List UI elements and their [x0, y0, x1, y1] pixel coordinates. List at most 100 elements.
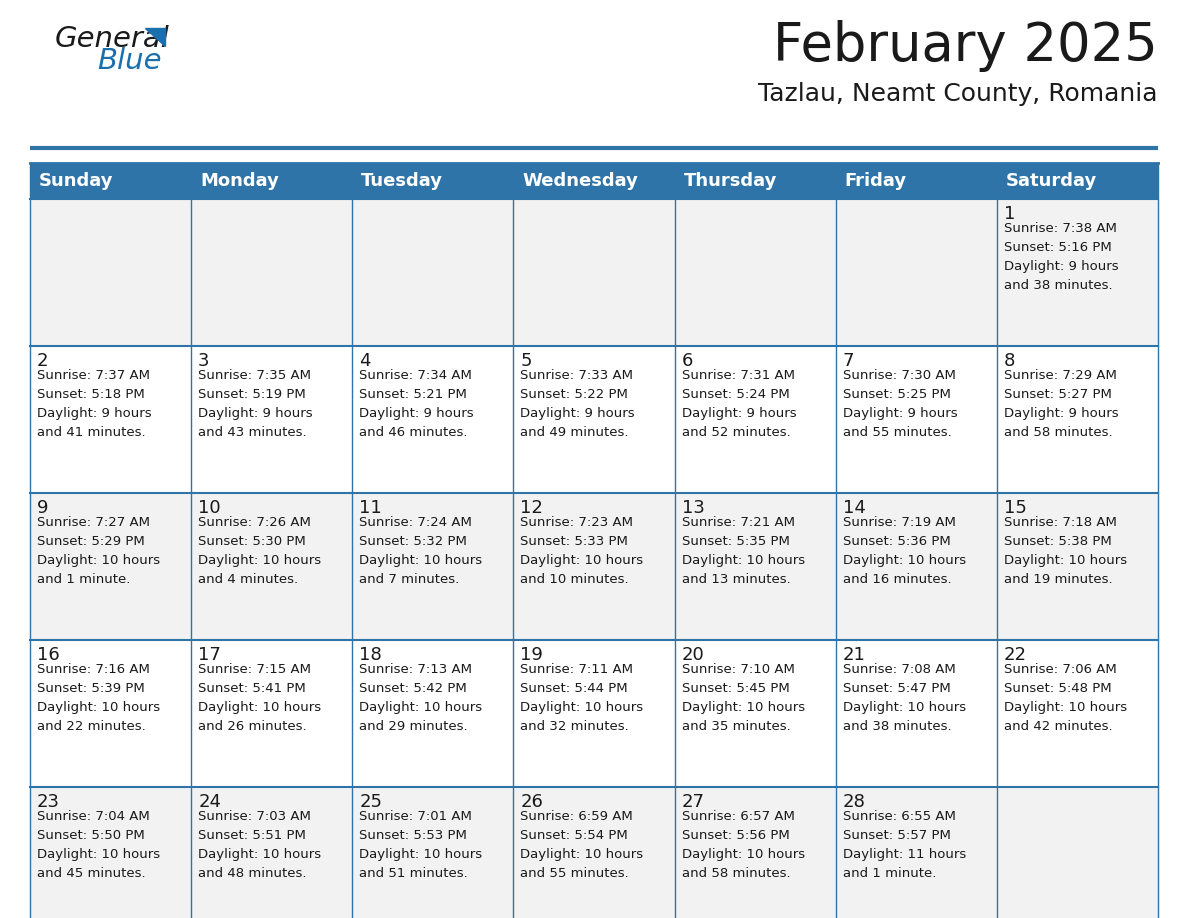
Bar — [353, 787, 513, 918]
Bar — [997, 787, 1158, 918]
Bar — [353, 346, 513, 493]
Bar — [191, 493, 353, 640]
Text: 13: 13 — [682, 499, 704, 517]
Bar — [835, 493, 997, 640]
Text: Sunrise: 7:24 AM
Sunset: 5:32 PM
Daylight: 10 hours
and 7 minutes.: Sunrise: 7:24 AM Sunset: 5:32 PM Dayligh… — [359, 516, 482, 586]
Text: Sunrise: 7:15 AM
Sunset: 5:41 PM
Daylight: 10 hours
and 26 minutes.: Sunrise: 7:15 AM Sunset: 5:41 PM Dayligh… — [198, 663, 321, 733]
Text: Sunrise: 6:59 AM
Sunset: 5:54 PM
Daylight: 10 hours
and 55 minutes.: Sunrise: 6:59 AM Sunset: 5:54 PM Dayligh… — [520, 810, 644, 880]
Bar — [30, 787, 191, 918]
Text: Sunrise: 7:04 AM
Sunset: 5:50 PM
Daylight: 10 hours
and 45 minutes.: Sunrise: 7:04 AM Sunset: 5:50 PM Dayligh… — [37, 810, 160, 880]
Text: 25: 25 — [359, 793, 383, 811]
Text: 11: 11 — [359, 499, 383, 517]
Text: 28: 28 — [842, 793, 866, 811]
Text: 6: 6 — [682, 352, 693, 370]
Bar — [513, 199, 675, 346]
Text: 18: 18 — [359, 646, 383, 664]
Text: 10: 10 — [198, 499, 221, 517]
Text: Sunrise: 7:19 AM
Sunset: 5:36 PM
Daylight: 10 hours
and 16 minutes.: Sunrise: 7:19 AM Sunset: 5:36 PM Dayligh… — [842, 516, 966, 586]
Text: Thursday: Thursday — [683, 172, 777, 190]
Text: Sunrise: 7:13 AM
Sunset: 5:42 PM
Daylight: 10 hours
and 29 minutes.: Sunrise: 7:13 AM Sunset: 5:42 PM Dayligh… — [359, 663, 482, 733]
Text: 22: 22 — [1004, 646, 1026, 664]
Text: 26: 26 — [520, 793, 543, 811]
Text: Sunrise: 7:26 AM
Sunset: 5:30 PM
Daylight: 10 hours
and 4 minutes.: Sunrise: 7:26 AM Sunset: 5:30 PM Dayligh… — [198, 516, 321, 586]
Text: Sunrise: 7:29 AM
Sunset: 5:27 PM
Daylight: 9 hours
and 58 minutes.: Sunrise: 7:29 AM Sunset: 5:27 PM Dayligh… — [1004, 369, 1118, 439]
Bar — [675, 640, 835, 787]
Text: 5: 5 — [520, 352, 532, 370]
Text: Sunrise: 6:57 AM
Sunset: 5:56 PM
Daylight: 10 hours
and 58 minutes.: Sunrise: 6:57 AM Sunset: 5:56 PM Dayligh… — [682, 810, 804, 880]
Text: General: General — [55, 25, 170, 53]
Text: Sunrise: 7:33 AM
Sunset: 5:22 PM
Daylight: 9 hours
and 49 minutes.: Sunrise: 7:33 AM Sunset: 5:22 PM Dayligh… — [520, 369, 636, 439]
Text: 17: 17 — [198, 646, 221, 664]
Bar — [191, 199, 353, 346]
Text: February 2025: February 2025 — [773, 20, 1158, 72]
Text: 20: 20 — [682, 646, 704, 664]
Text: Sunrise: 7:37 AM
Sunset: 5:18 PM
Daylight: 9 hours
and 41 minutes.: Sunrise: 7:37 AM Sunset: 5:18 PM Dayligh… — [37, 369, 152, 439]
Text: Sunrise: 7:30 AM
Sunset: 5:25 PM
Daylight: 9 hours
and 55 minutes.: Sunrise: 7:30 AM Sunset: 5:25 PM Dayligh… — [842, 369, 958, 439]
Text: 27: 27 — [682, 793, 704, 811]
Text: 12: 12 — [520, 499, 543, 517]
Text: Sunrise: 7:31 AM
Sunset: 5:24 PM
Daylight: 9 hours
and 52 minutes.: Sunrise: 7:31 AM Sunset: 5:24 PM Dayligh… — [682, 369, 796, 439]
Text: Sunrise: 7:01 AM
Sunset: 5:53 PM
Daylight: 10 hours
and 51 minutes.: Sunrise: 7:01 AM Sunset: 5:53 PM Dayligh… — [359, 810, 482, 880]
Bar — [997, 640, 1158, 787]
Text: Friday: Friday — [845, 172, 906, 190]
Text: 16: 16 — [37, 646, 59, 664]
Text: Sunrise: 7:16 AM
Sunset: 5:39 PM
Daylight: 10 hours
and 22 minutes.: Sunrise: 7:16 AM Sunset: 5:39 PM Dayligh… — [37, 663, 160, 733]
Text: 3: 3 — [198, 352, 209, 370]
Text: Sunrise: 7:23 AM
Sunset: 5:33 PM
Daylight: 10 hours
and 10 minutes.: Sunrise: 7:23 AM Sunset: 5:33 PM Dayligh… — [520, 516, 644, 586]
Bar — [353, 199, 513, 346]
Bar — [30, 163, 1158, 199]
Bar — [997, 346, 1158, 493]
Bar — [675, 199, 835, 346]
Text: Sunrise: 7:38 AM
Sunset: 5:16 PM
Daylight: 9 hours
and 38 minutes.: Sunrise: 7:38 AM Sunset: 5:16 PM Dayligh… — [1004, 222, 1118, 292]
Text: 19: 19 — [520, 646, 543, 664]
Text: Sunrise: 7:08 AM
Sunset: 5:47 PM
Daylight: 10 hours
and 38 minutes.: Sunrise: 7:08 AM Sunset: 5:47 PM Dayligh… — [842, 663, 966, 733]
Text: 8: 8 — [1004, 352, 1016, 370]
Bar — [835, 199, 997, 346]
Text: Wednesday: Wednesday — [523, 172, 638, 190]
Bar — [835, 640, 997, 787]
Text: Sunrise: 7:21 AM
Sunset: 5:35 PM
Daylight: 10 hours
and 13 minutes.: Sunrise: 7:21 AM Sunset: 5:35 PM Dayligh… — [682, 516, 804, 586]
Text: Saturday: Saturday — [1006, 172, 1097, 190]
Bar — [835, 346, 997, 493]
Bar — [30, 199, 191, 346]
Bar — [675, 346, 835, 493]
Bar — [513, 346, 675, 493]
Bar — [353, 493, 513, 640]
Text: Sunrise: 7:06 AM
Sunset: 5:48 PM
Daylight: 10 hours
and 42 minutes.: Sunrise: 7:06 AM Sunset: 5:48 PM Dayligh… — [1004, 663, 1127, 733]
Text: Sunrise: 7:27 AM
Sunset: 5:29 PM
Daylight: 10 hours
and 1 minute.: Sunrise: 7:27 AM Sunset: 5:29 PM Dayligh… — [37, 516, 160, 586]
Text: Tuesday: Tuesday — [361, 172, 443, 190]
Text: Tazlau, Neamt County, Romania: Tazlau, Neamt County, Romania — [758, 82, 1158, 106]
Text: Sunday: Sunday — [39, 172, 114, 190]
Text: 1: 1 — [1004, 205, 1016, 223]
Text: 7: 7 — [842, 352, 854, 370]
Text: 15: 15 — [1004, 499, 1026, 517]
Text: 14: 14 — [842, 499, 866, 517]
Polygon shape — [145, 28, 165, 46]
Text: Sunrise: 7:34 AM
Sunset: 5:21 PM
Daylight: 9 hours
and 46 minutes.: Sunrise: 7:34 AM Sunset: 5:21 PM Dayligh… — [359, 369, 474, 439]
Bar — [191, 787, 353, 918]
Bar — [997, 199, 1158, 346]
Text: Blue: Blue — [97, 47, 162, 75]
Text: 9: 9 — [37, 499, 49, 517]
Text: Sunrise: 7:11 AM
Sunset: 5:44 PM
Daylight: 10 hours
and 32 minutes.: Sunrise: 7:11 AM Sunset: 5:44 PM Dayligh… — [520, 663, 644, 733]
Bar — [30, 640, 191, 787]
Bar — [30, 346, 191, 493]
Text: 4: 4 — [359, 352, 371, 370]
Bar — [513, 787, 675, 918]
Bar — [30, 493, 191, 640]
Text: Sunrise: 7:18 AM
Sunset: 5:38 PM
Daylight: 10 hours
and 19 minutes.: Sunrise: 7:18 AM Sunset: 5:38 PM Dayligh… — [1004, 516, 1127, 586]
Text: Sunrise: 7:03 AM
Sunset: 5:51 PM
Daylight: 10 hours
and 48 minutes.: Sunrise: 7:03 AM Sunset: 5:51 PM Dayligh… — [198, 810, 321, 880]
Bar — [997, 493, 1158, 640]
Text: Sunrise: 7:10 AM
Sunset: 5:45 PM
Daylight: 10 hours
and 35 minutes.: Sunrise: 7:10 AM Sunset: 5:45 PM Dayligh… — [682, 663, 804, 733]
Text: Sunrise: 7:35 AM
Sunset: 5:19 PM
Daylight: 9 hours
and 43 minutes.: Sunrise: 7:35 AM Sunset: 5:19 PM Dayligh… — [198, 369, 312, 439]
Bar — [513, 493, 675, 640]
Bar — [835, 787, 997, 918]
Bar — [191, 346, 353, 493]
Bar — [675, 493, 835, 640]
Text: Monday: Monday — [200, 172, 279, 190]
Text: 21: 21 — [842, 646, 866, 664]
Text: 23: 23 — [37, 793, 61, 811]
Text: 24: 24 — [198, 793, 221, 811]
Text: 2: 2 — [37, 352, 49, 370]
Bar — [191, 640, 353, 787]
